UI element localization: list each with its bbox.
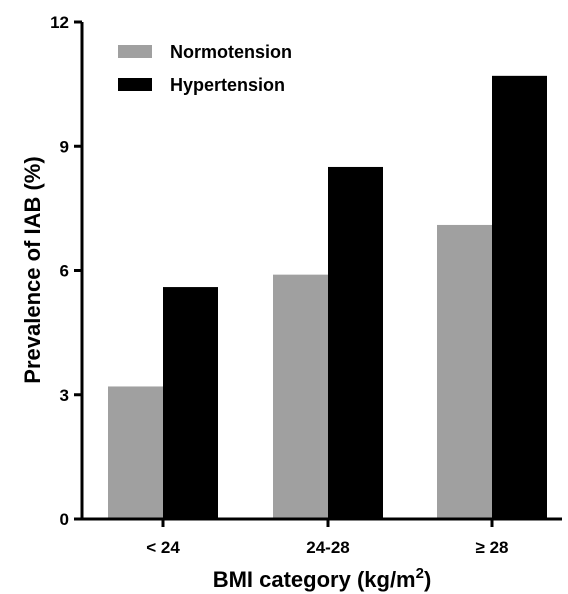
bar-normotension-1 [273, 274, 328, 519]
legend-swatch-normotension [118, 45, 152, 58]
y-tick-label: 9 [60, 137, 69, 156]
bar-hypertension-1 [328, 166, 383, 520]
x-tick-label: < 24 [146, 538, 180, 557]
bar-normotension-2 [437, 224, 492, 520]
legend-swatch-hypertension [118, 78, 152, 91]
bar-hypertension-2 [492, 75, 547, 519]
y-tick-label: 12 [50, 13, 69, 32]
legend-label-normotension: Normotension [170, 42, 292, 62]
y-tick-label: 6 [60, 262, 69, 281]
bar-hypertension-0 [163, 287, 218, 519]
x-tick-label: 24-28 [306, 538, 349, 557]
bars-group [108, 75, 547, 520]
x-ticks-group: < 24 24-28 ≥ 28 [146, 519, 508, 557]
x-axis-label-main: BMI category (kg/m [213, 567, 416, 592]
y-tick-label: 0 [60, 510, 69, 529]
x-axis-label: BMI category (kg/m2) [213, 565, 432, 592]
legend-label-hypertension: Hypertension [170, 75, 285, 95]
x-axis-label-superscript: 2 [416, 565, 424, 582]
x-tick-label: ≥ 28 [476, 538, 509, 557]
y-axis-label: Prevalence of IAB (%) [20, 156, 45, 383]
bar-normotension-0 [108, 386, 163, 519]
x-axis-label-suffix: ) [424, 567, 431, 592]
legend: Normotension Hypertension [118, 42, 292, 95]
y-tick-label: 3 [60, 386, 69, 405]
y-ticks-group: 0 3 6 9 12 [50, 13, 82, 529]
